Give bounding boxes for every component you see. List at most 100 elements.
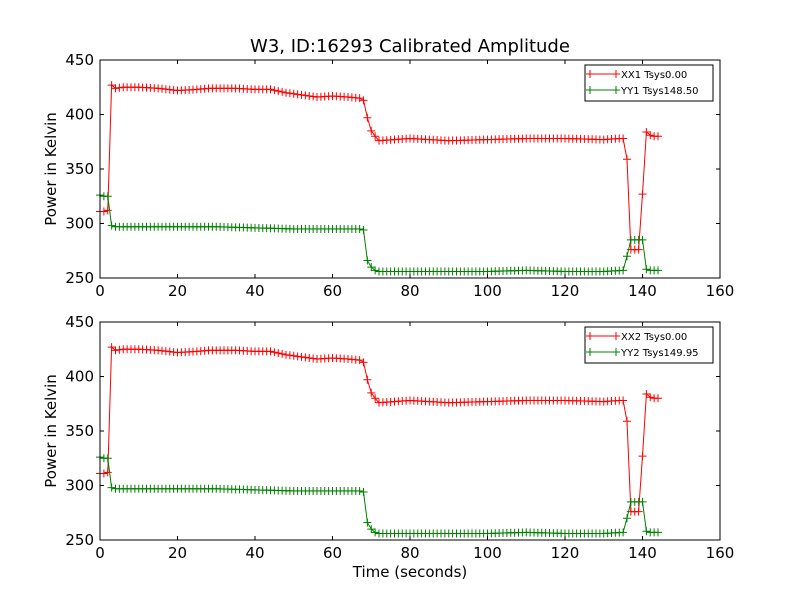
- data-point-marker: [634, 245, 643, 254]
- x-tick-label: 160: [706, 544, 735, 562]
- data-point-marker: [266, 347, 275, 356]
- data-point-marker: [301, 353, 310, 362]
- series-2: [96, 453, 662, 538]
- data-point-marker: [111, 84, 120, 93]
- data-point-marker: [115, 83, 124, 92]
- data-point-marker: [359, 96, 368, 105]
- data-point-marker: [619, 266, 628, 275]
- data-point-marker: [638, 235, 647, 244]
- data-point-marker: [367, 126, 376, 135]
- data-point-marker: [99, 469, 108, 478]
- data-point-marker: [363, 113, 372, 122]
- data-point-marker: [278, 87, 287, 96]
- legend-swatch-marker: [586, 332, 620, 340]
- data-point-marker: [642, 389, 651, 398]
- data-point-marker: [107, 81, 116, 90]
- data-point-marker: [619, 134, 628, 143]
- data-point-marker: [278, 349, 287, 358]
- chart-panel-2: 0 20 40 60 80 100 120 140 160 250 300 350 400 450 Powe…: [42, 313, 734, 581]
- data-point-marker: [359, 488, 368, 497]
- y-tick-label: 400: [65, 106, 94, 124]
- y-axis-label: Power in Kelvin: [42, 112, 60, 226]
- x-tick-label: 140: [628, 282, 657, 300]
- data-point-marker: [638, 452, 647, 461]
- data-point-marker: [289, 351, 298, 360]
- data-point-marker: [274, 87, 283, 96]
- x-tick-label: 20: [168, 282, 187, 300]
- data-point-marker: [103, 468, 112, 477]
- x-tick-label: 40: [245, 282, 264, 300]
- y-tick-label: 250: [65, 269, 94, 287]
- data-point-marker: [293, 90, 302, 99]
- legend-swatch-marker: [586, 70, 620, 78]
- data-point-marker: [363, 518, 372, 527]
- data-point-marker: [634, 507, 643, 516]
- data-point-marker: [654, 132, 662, 141]
- y-tick-label: 300: [65, 215, 94, 233]
- data-point-marker: [270, 348, 279, 357]
- data-point-marker: [367, 263, 376, 272]
- data-point-marker: [363, 375, 372, 384]
- legend: XX2 Tsys0.00 YY2 Tsys149.95: [584, 326, 714, 364]
- data-point-marker: [646, 393, 655, 402]
- data-point-marker: [103, 192, 112, 201]
- x-tick-label: 80: [400, 544, 419, 562]
- data-point-marker: [359, 226, 368, 235]
- legend: XX1 Tsys0.00 YY1 Tsys148.50: [584, 64, 714, 102]
- series-2: [96, 191, 662, 276]
- legend-entry-label: YY2 Tsys149.95: [620, 348, 699, 359]
- data-point-marker: [623, 252, 631, 261]
- data-point-marker: [654, 528, 662, 537]
- y-tick-label: 450: [65, 313, 94, 331]
- legend-swatch-marker: [586, 348, 620, 356]
- x-tick-label: 160: [706, 282, 735, 300]
- x-tick-label: 20: [168, 544, 187, 562]
- data-point-marker: [367, 525, 376, 534]
- data-point-marker: [363, 256, 372, 265]
- x-tick-label: 140: [628, 544, 657, 562]
- x-tick-label: 100: [473, 544, 502, 562]
- data-point-marker: [638, 497, 647, 506]
- data-point-marker: [642, 127, 651, 136]
- series-1: [96, 81, 662, 254]
- data-point-marker: [293, 352, 302, 361]
- data-point-marker: [99, 207, 108, 216]
- y-tick-label: 350: [65, 422, 94, 440]
- y-tick-label: 450: [65, 51, 94, 69]
- x-tick-label: 120: [551, 544, 580, 562]
- data-point-marker: [355, 486, 364, 495]
- x-tick-label: 60: [323, 544, 342, 562]
- data-point-marker: [371, 266, 380, 275]
- data-point-marker: [301, 91, 310, 100]
- data-point-marker: [623, 155, 631, 164]
- data-point-marker: [297, 352, 306, 361]
- legend-swatch-marker: [586, 86, 620, 94]
- data-point-marker: [305, 91, 314, 100]
- x-tick-label: 120: [551, 282, 580, 300]
- x-tick-label: 0: [95, 544, 105, 562]
- data-point-marker: [285, 351, 294, 360]
- x-axis-label: Time (seconds): [352, 563, 468, 581]
- data-point-marker: [646, 131, 655, 140]
- legend-entry-label: YY1 Tsys148.50: [620, 86, 699, 97]
- data-point-marker: [367, 388, 376, 397]
- data-point-marker: [359, 358, 368, 367]
- data-point-marker: [654, 266, 662, 275]
- x-tick-label: 0: [95, 282, 105, 300]
- chart-panel-1: 0 20 40 60 80 100 120 140 160 250 300 350 400 450 W3, …: [42, 36, 734, 300]
- data-point-marker: [642, 527, 651, 536]
- data-point-marker: [309, 92, 318, 101]
- y-tick-label: 350: [65, 160, 94, 178]
- data-point-marker: [371, 132, 380, 141]
- x-tick-label: 60: [323, 282, 342, 300]
- chart-title: W3, ID:16293 Calibrated Amplitude: [250, 36, 570, 57]
- legend-entry-label: XX1 Tsys0.00: [621, 70, 687, 81]
- data-point-marker: [107, 221, 116, 230]
- data-point-marker: [274, 349, 283, 358]
- data-point-marker: [107, 343, 116, 352]
- data-point-marker: [371, 528, 380, 537]
- data-point-marker: [282, 88, 290, 97]
- data-point-marker: [266, 85, 275, 94]
- data-point-marker: [282, 350, 290, 359]
